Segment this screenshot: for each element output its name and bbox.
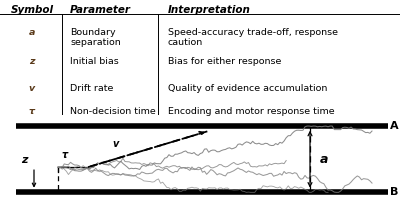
Text: v: v	[29, 84, 35, 93]
Text: Parameter: Parameter	[70, 5, 131, 15]
Text: a: a	[320, 153, 328, 166]
Text: z: z	[29, 58, 35, 66]
Text: Drift rate: Drift rate	[70, 84, 113, 93]
Text: Quality of evidence accumulation: Quality of evidence accumulation	[168, 84, 327, 93]
Text: B: B	[390, 187, 398, 197]
Text: Encoding and motor response time: Encoding and motor response time	[168, 107, 335, 116]
Text: Interpretation: Interpretation	[168, 5, 251, 15]
Text: τ: τ	[62, 150, 68, 160]
Text: Speed-accuracy trade-off, response
caution: Speed-accuracy trade-off, response cauti…	[168, 28, 338, 47]
Text: Boundary
separation: Boundary separation	[70, 28, 121, 47]
Text: Bias for either response: Bias for either response	[168, 58, 281, 66]
Text: τ: τ	[29, 107, 35, 116]
Text: Non-decision time: Non-decision time	[70, 107, 156, 116]
Text: Initial bias: Initial bias	[70, 58, 119, 66]
Text: A: A	[390, 121, 399, 131]
Text: Symbol: Symbol	[10, 5, 54, 15]
Text: a: a	[29, 28, 35, 37]
Text: v: v	[113, 139, 119, 149]
Text: z: z	[21, 155, 27, 165]
